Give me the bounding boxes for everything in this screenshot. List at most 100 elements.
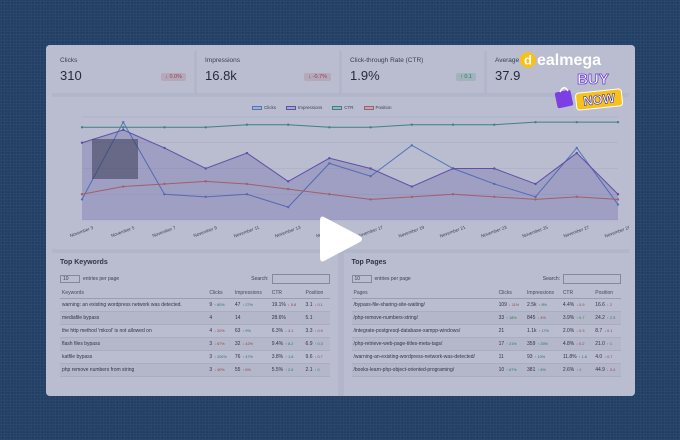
table-row[interactable]: /php-retrieve-web-page-titles-meta-tags/… — [351, 337, 621, 351]
table-row[interactable]: /warning-an-existing-wordpress-network-w… — [351, 350, 621, 364]
delta-badge: ↓ 0.9 — [576, 303, 585, 307]
data-point-impressions — [451, 167, 455, 170]
column-header[interactable]: Keywords — [60, 288, 208, 299]
table-row[interactable]: the http method 'mkcol' is not allowed o… — [60, 324, 330, 338]
delta-badge: ↑ 17% — [538, 329, 550, 333]
position-cell: 5.1 — [303, 311, 330, 325]
delta-badge: ↑ 8% — [538, 303, 547, 307]
legend-swatch — [332, 105, 343, 110]
data-point-clicks — [575, 146, 578, 150]
column-header[interactable]: Clicks — [207, 288, 233, 299]
delta-badge: ↑ 10% — [534, 355, 546, 359]
shopping-cart-icon — [554, 87, 574, 109]
delta-badge: ↑ 200% — [214, 355, 227, 359]
data-point-impressions — [122, 128, 125, 132]
data-point-ctr — [245, 123, 249, 126]
data-point-clicks — [80, 198, 84, 201]
data-point-ctr — [493, 123, 496, 126]
data-point-ctr — [451, 123, 455, 126]
entries-select[interactable]: 10 — [60, 275, 80, 283]
delta-badge: ↓ 20% — [214, 329, 225, 333]
clicks-cell: 21 — [496, 324, 526, 338]
kpi-trend-badge: ↓ -0.7% — [304, 73, 331, 81]
entries-label: entries per page — [83, 276, 120, 282]
data-point-clicks — [286, 205, 290, 209]
position-cell: 16.6 ↓ 2 — [593, 298, 621, 312]
column-header[interactable]: Impressions — [525, 288, 561, 299]
table-row[interactable]: flash files bypass 3 ↓ 67% 32 ↓ 42% 9.4% ↑ 8.2… — [60, 337, 330, 351]
data-point-ctr — [616, 120, 620, 124]
data-point-clicks — [204, 195, 207, 199]
svg-text:NOW: NOW — [582, 90, 616, 108]
column-header[interactable]: Impressions — [232, 288, 270, 299]
x-tick-label: November 27 — [563, 224, 591, 238]
column-header[interactable]: Clicks — [496, 288, 526, 299]
data-point-clicks — [245, 193, 249, 196]
table-row[interactable]: mediafile bypass 4 14 28.6% 5.1 — [60, 311, 330, 325]
table-row[interactable]: /bypass-file-sharing-site-waiting/109 ↓ 1… — [351, 298, 621, 312]
ctr-cell: 3.9% ↑ 0.7 — [560, 311, 594, 325]
ctr-cell: 19.1% ↓ 5.8 — [269, 298, 304, 312]
keyword-cell: flash files bypass — [60, 337, 208, 351]
legend-item-clicks[interactable]: Clicks — [252, 105, 276, 110]
panel-title: Top Keywords — [60, 259, 108, 266]
data-point-impressions — [80, 141, 84, 144]
ctr-cell: 4.4% ↓ 0.9 — [560, 298, 594, 312]
x-tick-label: November 5 — [110, 225, 135, 238]
x-tick-label: November 29 — [604, 224, 629, 238]
search-input[interactable] — [271, 274, 330, 284]
data-point-clicks — [493, 182, 496, 186]
data-point-position — [80, 193, 84, 196]
data-point-position — [493, 195, 496, 199]
kpi-trend-badge: ↓ 0.0% — [161, 73, 186, 81]
table-row[interactable]: katfile bypass 3 ↑ 200% 76 ↑ 47% 3.8% ↑ 1.8 9.6… — [60, 350, 330, 364]
data-point-impressions — [534, 182, 537, 186]
top-keywords-panel: Top Keywords 10 entries per page Search:… — [52, 253, 338, 396]
svg-text:ealmega: ealmega — [537, 52, 601, 69]
delta-badge: ↓ 2 — [606, 303, 613, 307]
search-control: Search: — [543, 274, 621, 284]
legend-label: Position — [375, 105, 392, 110]
delta-badge: ↑ 1 — [576, 368, 582, 372]
data-point-impressions — [204, 167, 207, 170]
table-row[interactable]: /integrate-postgresql-database-xampp-win… — [351, 324, 621, 338]
clicks-cell: 11 — [496, 350, 526, 364]
entries-select[interactable]: 10 — [351, 275, 372, 283]
keywords-table: Keywords Clicks Impressions CTR Position war… — [60, 288, 330, 377]
clicks-cell: 3 ↑ 200% — [207, 350, 233, 364]
table-controls: 10 entries per page Search: — [351, 274, 621, 284]
play-icon[interactable] — [316, 213, 364, 265]
keyword-cell: mediafile bypass — [60, 311, 208, 325]
delta-badge: ↑ 27% — [242, 303, 253, 307]
table-row[interactable]: /php-remove-numbers-string/33 ↑ 18% 845 ↓ 4… — [351, 311, 621, 325]
search-input[interactable] — [563, 274, 621, 284]
table-row[interactable]: warning: an existing wordpress network w… — [60, 298, 330, 312]
column-header[interactable]: CTR — [560, 288, 594, 299]
data-point-ctr — [369, 126, 372, 129]
legend-item-impressions[interactable]: Impressions — [286, 105, 322, 110]
impressions-cell: 55 ↓ 6% — [232, 363, 270, 377]
column-header[interactable]: Pages — [351, 288, 497, 299]
legend-item-position[interactable]: Position — [363, 105, 392, 110]
impressions-cell: 47 ↑ 27% — [232, 298, 270, 312]
legend-item-ctr[interactable]: CTR — [332, 105, 354, 110]
column-header[interactable]: Position — [303, 288, 330, 299]
legend-swatch — [286, 105, 296, 110]
data-point-clicks — [410, 144, 414, 147]
impressions-cell: 14 — [232, 311, 270, 325]
kpi-position: Average P 37.9 — [487, 51, 629, 93]
panel-title: Top Pages — [351, 259, 387, 266]
table-row[interactable]: /books-learn-php-object-oriented-program… — [351, 363, 621, 377]
series-line-impressions — [81, 129, 619, 195]
table-row[interactable]: php remove numbers from string 3 ↓ 40% 55 ↓ … — [60, 363, 330, 377]
data-point-ctr — [80, 126, 84, 129]
chart-tooltip — [92, 139, 138, 179]
x-tick-label: November 25 — [521, 224, 549, 238]
ctr-cell: 28.6% — [269, 311, 304, 325]
column-header[interactable]: CTR — [269, 288, 304, 299]
column-header[interactable]: Position — [593, 288, 621, 299]
data-point-position — [451, 193, 455, 196]
delta-badge: ↑ 18% — [506, 316, 517, 320]
delta-badge: ↓ 0.9 — [314, 329, 323, 333]
